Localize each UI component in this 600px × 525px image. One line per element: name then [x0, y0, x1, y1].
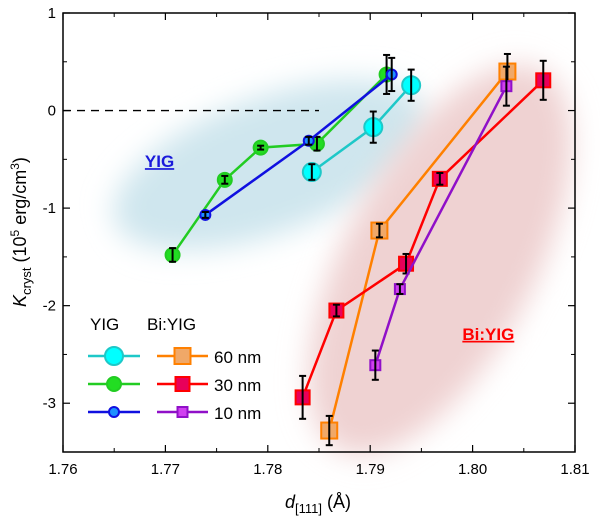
y-tick-label: 0	[48, 103, 56, 120]
legend-marker	[108, 406, 120, 418]
series-bi-yig-10-nm	[369, 65, 513, 381]
series-yig-60-nm	[301, 68, 422, 183]
legend-label: 30 nm	[214, 376, 261, 395]
x-axis-label: d[111] (Å)	[285, 492, 351, 516]
legend-marker	[173, 347, 192, 365]
legend-marker	[176, 406, 189, 418]
y-tick-label: -3	[43, 395, 56, 412]
annotation-biyig: Bi:YIG	[462, 325, 514, 344]
y-tick-label: -2	[43, 298, 56, 315]
x-tick-label: 1.81	[560, 461, 589, 478]
annotation-yig: YIG	[145, 152, 174, 171]
legend-header-yig: YIG	[90, 315, 119, 334]
legend-marker	[106, 376, 122, 392]
x-tick-label: 1.77	[151, 461, 180, 478]
x-tick-label: 1.79	[356, 461, 385, 478]
series-yig-10-nm	[199, 56, 398, 221]
series-bi-yig-30-nm	[294, 59, 552, 420]
y-tick-label: -1	[43, 200, 56, 217]
legend-label: 60 nm	[214, 348, 261, 367]
x-tick-label: 1.80	[458, 461, 487, 478]
x-tick-label: 1.78	[253, 461, 282, 478]
yig-shaded-region	[113, 79, 427, 251]
series-bi-yig-60-nm	[320, 52, 517, 447]
y-axis-label: Kcryst (105 erg/cm3)	[8, 157, 34, 307]
x-tick-label: 1.76	[48, 461, 77, 478]
legend-marker	[174, 376, 191, 392]
legend-header-biyig: Bi:YIG	[147, 315, 196, 334]
legend-label: 10 nm	[214, 404, 261, 423]
legend-marker	[104, 346, 124, 366]
y-tick-label: 1	[48, 5, 56, 22]
